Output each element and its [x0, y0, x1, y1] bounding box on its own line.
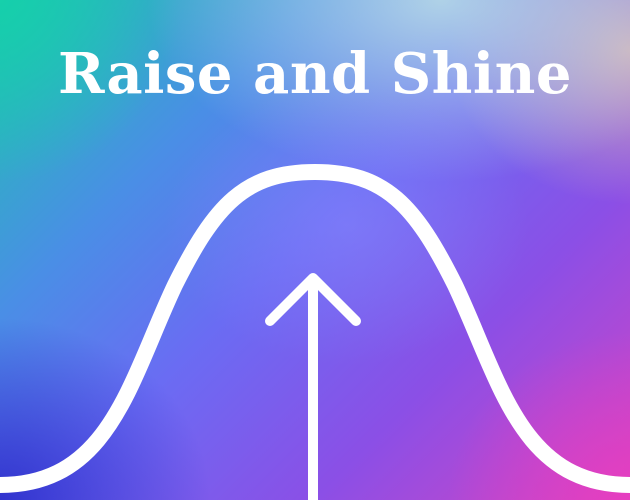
- arrow-head: [265, 273, 361, 326]
- bell-curve-line: [0, 163, 630, 493]
- poster-headline: Raise and Shine: [58, 41, 572, 107]
- arrow-up-icon: [265, 273, 361, 500]
